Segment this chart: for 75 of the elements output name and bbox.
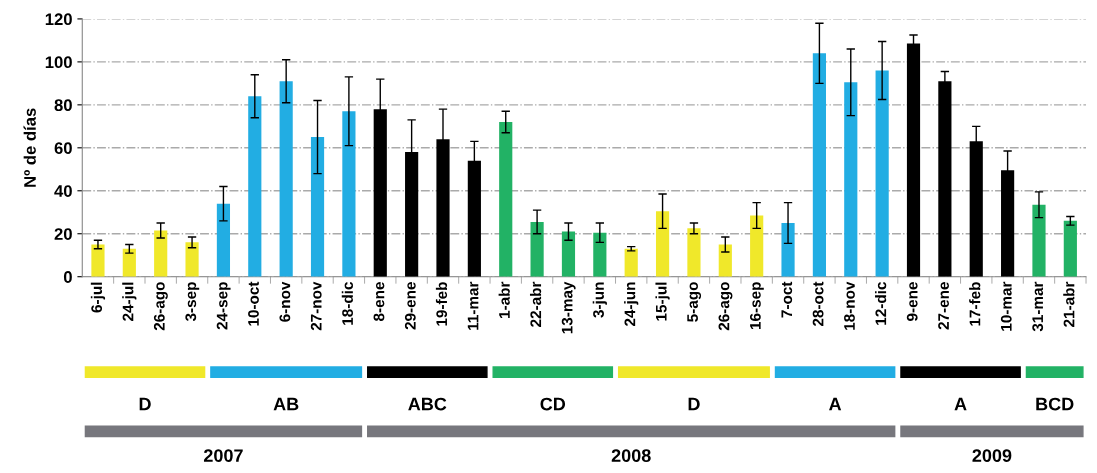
x-tick-label: 24-sep: [216, 282, 231, 330]
bar: [781, 223, 795, 277]
x-tick-label: 27-nov: [310, 281, 322, 331]
text: A: [954, 397, 967, 411]
x-tick-label: 15-jul: [655, 282, 670, 321]
bar: [122, 248, 136, 277]
x-tick-label: 22-abr: [529, 281, 542, 327]
bar: [91, 244, 105, 277]
bar: [310, 137, 325, 277]
text: D: [688, 397, 700, 411]
bar: [1063, 220, 1077, 277]
text: 2007: [203, 449, 243, 462]
x-tick-label: 1-abr: [498, 281, 510, 318]
x-tick-label: 9-ene: [906, 282, 918, 321]
x-tick-label: 11-mar: [467, 281, 479, 330]
y-tick-label: 40: [54, 185, 72, 197]
bar: [750, 215, 764, 277]
bar: [279, 81, 293, 277]
text: ABC: [408, 397, 447, 411]
text: AB: [273, 397, 299, 411]
bar: [655, 211, 670, 277]
x-tick-label: 3-sep: [185, 282, 200, 322]
y-axis-title: Nº de días: [23, 108, 36, 187]
text: CD: [540, 397, 566, 411]
bar: [530, 221, 544, 277]
bar: [499, 122, 513, 277]
bar: [248, 96, 262, 277]
bar: [1032, 204, 1046, 277]
x-tick-label: 19-feb: [435, 282, 448, 326]
x-tick-label: 13-may: [561, 281, 576, 334]
x-tick-label: 27-ene: [938, 282, 949, 330]
text: 2009: [972, 449, 1012, 462]
x-tick-label: 18-dic: [341, 282, 353, 325]
bar: [342, 111, 356, 277]
text: A: [829, 397, 842, 411]
x-tick-label: 21-abr: [1063, 281, 1075, 327]
y-tick-label: 120: [45, 13, 72, 26]
x-tick-label: 24-jun: [624, 282, 639, 327]
x-tick-label: 28-oct: [812, 281, 824, 327]
x-tick-label: 7-oct: [781, 281, 793, 318]
bar: [875, 70, 889, 277]
x-tick-label: 18-nov: [844, 281, 855, 330]
x-tick-label: 10-mar: [1000, 281, 1012, 331]
text: D: [139, 397, 151, 411]
x-tick-label: 31-mar: [1032, 281, 1044, 332]
bar: [624, 248, 638, 277]
x-tick-label: 17-feb: [969, 282, 981, 326]
x-tick-label: 3-jun: [592, 282, 607, 318]
y-tick-label: 60: [54, 142, 72, 155]
x-tick-label: 24-jul: [122, 282, 137, 321]
x-tick-label: 16-sep: [749, 282, 764, 330]
bar: [844, 82, 858, 277]
y-tick-label: 80: [54, 99, 72, 112]
bar: [185, 242, 199, 277]
x-tick-label: 12-dic: [875, 282, 887, 325]
x-tick-label: 29-ene: [404, 282, 416, 330]
bar: [561, 231, 576, 277]
text: BCD: [1036, 397, 1074, 411]
x-tick-label: 6-jul: [90, 282, 106, 313]
x-tick-label: 8-ene: [373, 282, 385, 321]
bar: [154, 230, 168, 277]
x-tick-label: 26-ago: [153, 282, 168, 331]
y-tick-label: 0: [63, 271, 72, 283]
x-tick-label: 6-nov: [279, 281, 291, 322]
x-tick-label: 10-oct: [248, 281, 259, 326]
y-tick-label: 100: [45, 56, 72, 69]
bar: [718, 244, 732, 277]
text: 2008: [611, 449, 651, 462]
x-tick-label: 5-ago: [687, 282, 702, 322]
bar: [593, 232, 607, 277]
x-tick-label: 26-ago: [718, 282, 733, 331]
bar: [687, 228, 701, 277]
y-tick-label: 20: [54, 228, 72, 240]
bar: [812, 53, 826, 277]
bar: [216, 203, 231, 277]
